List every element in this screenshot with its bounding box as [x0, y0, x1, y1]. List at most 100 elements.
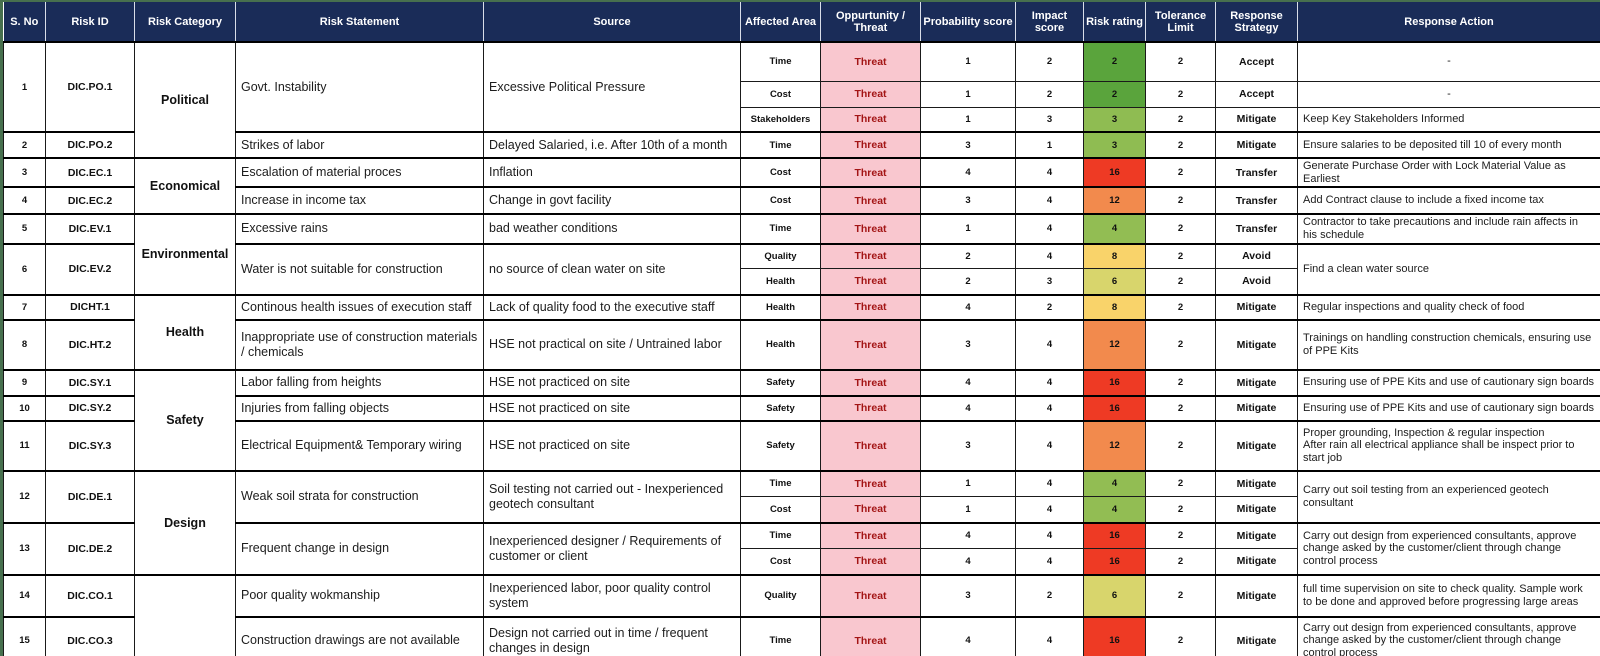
cell-threat[interactable]: Threat [820, 186, 921, 215]
cell-response-strategy[interactable]: Mitigate [1215, 548, 1298, 576]
cell-tolerance-limit[interactable]: 2 [1145, 242, 1216, 270]
cell-impact-score[interactable]: 2 [1015, 293, 1084, 321]
cell-probability-score[interactable]: 4 [920, 548, 1016, 576]
cell-affected-area[interactable]: Cost [740, 156, 821, 188]
cell-tolerance-limit[interactable]: 2 [1145, 131, 1216, 159]
cell-affected-area[interactable]: Safety [740, 394, 821, 422]
cell-risk-id[interactable]: DIC.SY.3 [45, 419, 135, 472]
cell-risk-id[interactable]: DIC.CO.1 [45, 573, 135, 618]
cell-probability-score[interactable]: 1 [920, 469, 1016, 498]
cell-affected-area[interactable]: Time [740, 469, 821, 498]
cell-serial-number[interactable]: 7 [3, 293, 46, 321]
cell-tolerance-limit[interactable]: 2 [1145, 368, 1216, 397]
column-header-tol[interactable]: Tolerance Limit [1145, 2, 1216, 43]
cell-serial-number[interactable]: 8 [3, 318, 46, 371]
cell-impact-score[interactable]: 4 [1015, 186, 1084, 215]
cell-response-action[interactable]: - [1297, 80, 1600, 108]
column-header-stmt[interactable]: Risk Statement [235, 2, 484, 43]
cell-response-action[interactable]: Ensure salaries to be deposited till 10 … [1297, 131, 1600, 159]
cell-response-strategy[interactable]: Mitigate [1215, 496, 1298, 524]
cell-response-strategy[interactable]: Mitigate [1215, 521, 1298, 550]
cell-tolerance-limit[interactable]: 2 [1145, 469, 1216, 498]
cell-risk-id[interactable]: DIC.EV.1 [45, 213, 135, 245]
cell-threat[interactable]: Threat [820, 419, 921, 472]
cell-risk-rating[interactable]: 6 [1083, 573, 1146, 618]
cell-tolerance-limit[interactable]: 2 [1145, 615, 1216, 656]
cell-risk-id[interactable]: DIC.CO.3 [45, 615, 135, 656]
cell-probability-score[interactable]: 3 [920, 318, 1016, 371]
cell-source[interactable]: HSE not practiced on site [483, 368, 741, 397]
cell-risk-rating[interactable]: 16 [1083, 615, 1146, 656]
cell-response-strategy[interactable]: Avoid [1215, 242, 1298, 270]
cell-response-strategy[interactable]: Accept [1215, 41, 1298, 82]
cell-tolerance-limit[interactable]: 2 [1145, 80, 1216, 108]
cell-serial-number[interactable]: 14 [3, 573, 46, 618]
cell-risk-rating[interactable]: 4 [1083, 469, 1146, 498]
cell-response-action[interactable]: Proper grounding, Inspection & regular i… [1297, 419, 1600, 472]
cell-threat[interactable]: Threat [820, 469, 921, 498]
cell-risk-category[interactable]: Safety [134, 368, 236, 472]
cell-affected-area[interactable]: Health [740, 318, 821, 371]
cell-risk-id[interactable]: DIC.EC.1 [45, 156, 135, 188]
cell-impact-score[interactable]: 4 [1015, 496, 1084, 524]
cell-risk-id[interactable]: DIC.PO.1 [45, 41, 135, 133]
cell-impact-score[interactable]: 4 [1015, 394, 1084, 422]
cell-threat[interactable]: Threat [820, 394, 921, 422]
cell-tolerance-limit[interactable]: 2 [1145, 156, 1216, 188]
column-header-strat[interactable]: Response Strategy [1215, 2, 1298, 43]
cell-threat[interactable]: Threat [820, 496, 921, 524]
cell-tolerance-limit[interactable]: 2 [1145, 496, 1216, 524]
cell-threat[interactable]: Threat [820, 106, 921, 133]
cell-affected-area[interactable]: Time [740, 213, 821, 245]
cell-response-strategy[interactable]: Avoid [1215, 268, 1298, 296]
cell-probability-score[interactable]: 1 [920, 80, 1016, 108]
cell-source[interactable]: Design not carried out in time / frequen… [483, 615, 741, 656]
cell-risk-statement[interactable]: Continous health issues of execution sta… [235, 293, 484, 321]
cell-response-action[interactable]: Add Contract clause to include a fixed i… [1297, 186, 1600, 215]
cell-response-strategy[interactable]: Mitigate [1215, 615, 1298, 656]
cell-risk-category[interactable]: Environmental [134, 213, 236, 296]
cell-source[interactable]: Change in govt facility [483, 186, 741, 215]
cell-impact-score[interactable]: 4 [1015, 521, 1084, 550]
cell-risk-rating[interactable]: 16 [1083, 394, 1146, 422]
cell-risk-statement[interactable]: Construction drawings are not available [235, 615, 484, 656]
cell-tolerance-limit[interactable]: 2 [1145, 106, 1216, 133]
cell-risk-statement[interactable]: Escalation of material proces [235, 156, 484, 188]
cell-tolerance-limit[interactable]: 2 [1145, 521, 1216, 550]
cell-response-action[interactable]: Find a clean water source [1297, 242, 1600, 296]
cell-impact-score[interactable]: 4 [1015, 548, 1084, 576]
cell-tolerance-limit[interactable]: 2 [1145, 268, 1216, 296]
cell-risk-statement[interactable]: Electrical Equipment& Temporary wiring [235, 419, 484, 472]
cell-serial-number[interactable]: 15 [3, 615, 46, 656]
cell-probability-score[interactable]: 4 [920, 521, 1016, 550]
cell-probability-score[interactable]: 2 [920, 242, 1016, 270]
cell-source[interactable]: Soil testing not carried out - Inexperie… [483, 469, 741, 524]
cell-impact-score[interactable]: 3 [1015, 268, 1084, 296]
cell-serial-number[interactable]: 9 [3, 368, 46, 397]
cell-risk-id[interactable]: DIC.EC.2 [45, 186, 135, 215]
cell-threat[interactable]: Threat [820, 615, 921, 656]
cell-affected-area[interactable]: Time [740, 41, 821, 82]
cell-tolerance-limit[interactable]: 2 [1145, 573, 1216, 618]
cell-risk-rating[interactable]: 2 [1083, 41, 1146, 82]
cell-source[interactable]: bad weather conditions [483, 213, 741, 245]
cell-response-action[interactable]: full time supervision on site to check q… [1297, 573, 1600, 618]
cell-source[interactable]: HSE not practical on site / Untrained la… [483, 318, 741, 371]
cell-impact-score[interactable]: 4 [1015, 213, 1084, 245]
cell-response-action[interactable]: Regular inspections and quality check of… [1297, 293, 1600, 321]
cell-response-action[interactable]: Carry out soil testing from an experienc… [1297, 469, 1600, 524]
cell-threat[interactable]: Threat [820, 213, 921, 245]
cell-threat[interactable]: Threat [820, 268, 921, 296]
cell-source[interactable]: Lack of quality food to the executive st… [483, 293, 741, 321]
cell-tolerance-limit[interactable]: 2 [1145, 419, 1216, 472]
cell-source[interactable]: no source of clean water on site [483, 242, 741, 296]
cell-affected-area[interactable]: Cost [740, 186, 821, 215]
cell-impact-score[interactable]: 4 [1015, 419, 1084, 472]
cell-threat[interactable]: Threat [820, 41, 921, 82]
cell-risk-rating[interactable]: 16 [1083, 368, 1146, 397]
column-header-cat[interactable]: Risk Category [134, 2, 236, 43]
cell-tolerance-limit[interactable]: 2 [1145, 548, 1216, 576]
cell-response-strategy[interactable]: Mitigate [1215, 131, 1298, 159]
cell-risk-statement[interactable]: Strikes of labor [235, 131, 484, 159]
cell-affected-area[interactable]: Safety [740, 419, 821, 472]
